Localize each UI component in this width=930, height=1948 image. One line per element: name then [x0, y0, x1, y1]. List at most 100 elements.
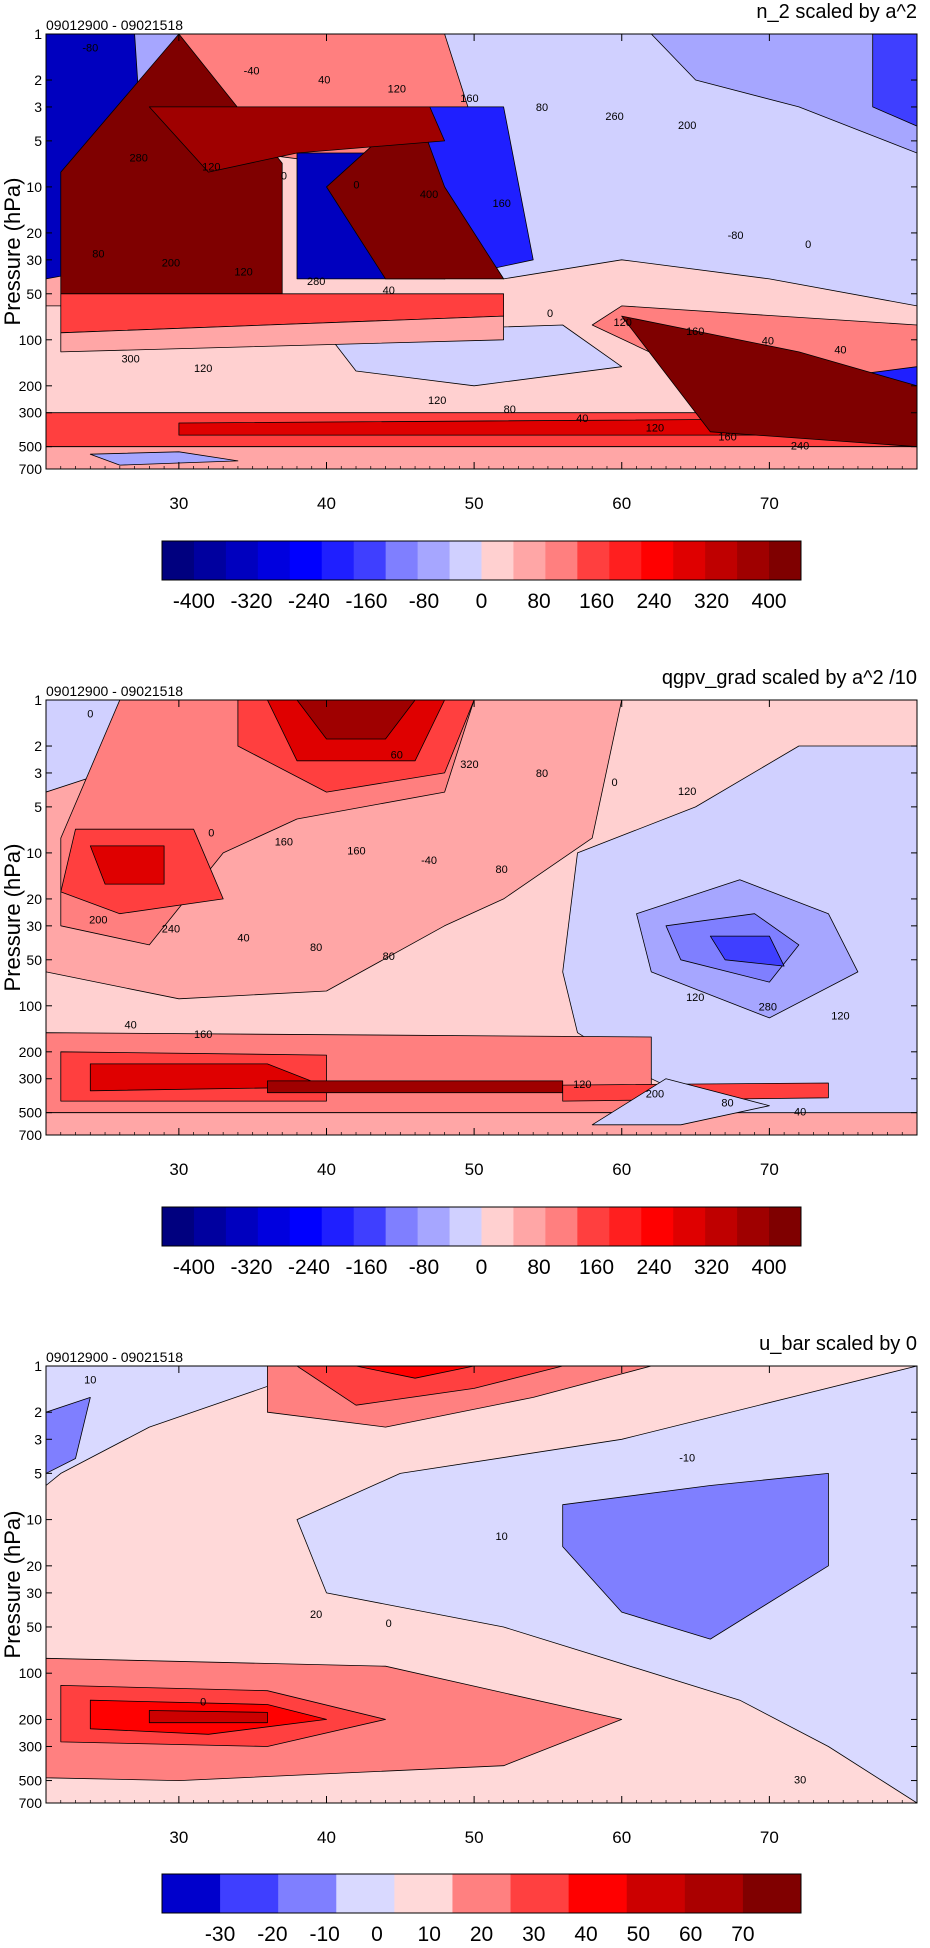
contour-label: 0 — [805, 239, 811, 251]
colorbar-frame — [161, 1206, 802, 1247]
colorbar-swatch — [705, 1207, 738, 1246]
contour-label: 10 — [496, 1531, 508, 1543]
contour-label: -40 — [421, 855, 437, 867]
colorbar-swatch — [673, 541, 706, 580]
y-tick-label: 200 — [19, 1044, 43, 1060]
colorbar-swatch — [353, 1207, 387, 1246]
contour-label: 120 — [573, 1079, 591, 1091]
contour-region-10 — [89, 845, 165, 885]
y-tick-label: 100 — [19, 998, 43, 1014]
panel-1: -804020012016024028026030040016012080400… — [0, 1, 918, 613]
y-tick-label: 20 — [26, 1558, 42, 1574]
colorbar-swatch — [193, 541, 227, 580]
y-tick-label: 5 — [34, 799, 42, 815]
x-tick-label: 50 — [465, 1828, 484, 1847]
contour-region-17 — [267, 1080, 564, 1094]
colorbar-swatch — [385, 1207, 419, 1246]
colorbar-frame — [161, 1873, 802, 1914]
colorbar-swatch — [321, 541, 355, 580]
colorbar-swatch — [289, 541, 323, 580]
colorbar-swatch — [162, 541, 195, 580]
y-tick-label: 100 — [19, 332, 43, 348]
colorbar-swatch — [449, 541, 482, 580]
contour-label: 80 — [92, 248, 104, 260]
colorbar-label: 70 — [731, 1923, 754, 1943]
colorbar-label: -30 — [205, 1923, 235, 1943]
plot-frame — [45, 33, 918, 470]
colorbar-swatch — [481, 1207, 514, 1246]
plot-frame — [45, 699, 918, 1136]
colorbar-label: -240 — [288, 590, 330, 613]
colorbar-swatch — [257, 541, 291, 580]
contour-label: 280 — [130, 152, 148, 164]
colorbar-swatch — [513, 1207, 546, 1246]
y-tick-label: 50 — [26, 286, 42, 302]
contour-label: 80 — [496, 864, 508, 876]
colorbar-swatch — [641, 541, 674, 580]
colorbar-swatch — [321, 1207, 355, 1246]
colorbar-swatch — [684, 1874, 744, 1913]
y-tick-label: 10 — [26, 1512, 42, 1528]
contour-label: 120 — [202, 161, 220, 173]
y-tick-label: 5 — [34, 133, 42, 149]
x-tick-label: 40 — [317, 1160, 336, 1179]
contour-label: 80 — [504, 404, 516, 416]
x-tick-label: 70 — [760, 1828, 779, 1847]
contour-label: 160 — [347, 846, 365, 858]
colorbar-label: 160 — [579, 590, 614, 613]
contour-label: 120 — [646, 422, 664, 434]
field-3: 10 0 -10 0 10 30 20 — [46, 1366, 917, 1803]
y-tick-label: 500 — [19, 1773, 43, 1789]
colorbar-label: -160 — [345, 1256, 387, 1279]
colorbar-label: 30 — [522, 1923, 545, 1943]
colorbar-label: 240 — [637, 590, 672, 613]
y-tick-label: 5 — [34, 1465, 42, 1481]
y-tick-label: 20 — [26, 225, 42, 241]
colorbar-label: 320 — [694, 1256, 729, 1279]
colorbar-label: -20 — [257, 1923, 287, 1943]
colorbar-label: 10 — [418, 1923, 441, 1943]
contour-label: -80 — [728, 230, 744, 242]
y-tick-label: 50 — [26, 952, 42, 968]
y-tick-label: 300 — [19, 405, 43, 421]
contour-label: 40 — [762, 335, 774, 347]
colorbar-label: 80 — [527, 1256, 550, 1279]
colorbar-swatch — [278, 1874, 337, 1913]
colorbar-swatch — [225, 1207, 259, 1246]
colorbar-swatch — [417, 1207, 451, 1246]
colorbar-swatch — [353, 541, 387, 580]
x-tick-label: 30 — [169, 1160, 188, 1179]
contour-label: 260 — [605, 111, 623, 123]
y-tick-label: 10 — [26, 845, 42, 861]
contour-label: 0 — [353, 180, 359, 192]
colorbar-swatch — [449, 1207, 482, 1246]
y-tick-label: 500 — [19, 1105, 43, 1121]
panel-2: 080120160804080040-408040801201602002403… — [0, 667, 918, 1279]
colorbar: -400 -320 -240 -160 -80 0 80 160 240 320 400 — [161, 540, 802, 613]
colorbar-swatch — [394, 1874, 453, 1913]
time-range-label: 09012900 - 09021518 — [46, 683, 183, 699]
colorbar-label: 80 — [527, 590, 550, 613]
contour-label: -80 — [82, 42, 98, 54]
y-tick-label: 2 — [34, 1404, 42, 1420]
colorbar-swatch — [673, 1207, 706, 1246]
contour-label: 0 — [200, 1696, 206, 1708]
contour-label: 200 — [89, 914, 107, 926]
x-tick-label: 30 — [169, 494, 188, 513]
y-tick-label: 200 — [19, 378, 43, 394]
chart-title: n_2 scaled by a^2 — [756, 1, 917, 23]
contour-label: 0 — [208, 827, 214, 839]
colorbar-label: 0 — [476, 1256, 488, 1279]
colorbar-label: -400 — [173, 1256, 215, 1279]
colorbar-swatch — [225, 541, 259, 580]
contour-label: 400 — [420, 189, 438, 201]
y-axis-label: Pressure (hPa) — [0, 844, 25, 992]
contour-label: 40 — [318, 74, 330, 86]
colorbar-swatch — [257, 1207, 291, 1246]
contour-label: 80 — [721, 1097, 733, 1109]
colorbar-label: -10 — [309, 1923, 339, 1943]
colorbar-swatch — [769, 541, 802, 580]
contour-region-21 — [46, 446, 917, 469]
